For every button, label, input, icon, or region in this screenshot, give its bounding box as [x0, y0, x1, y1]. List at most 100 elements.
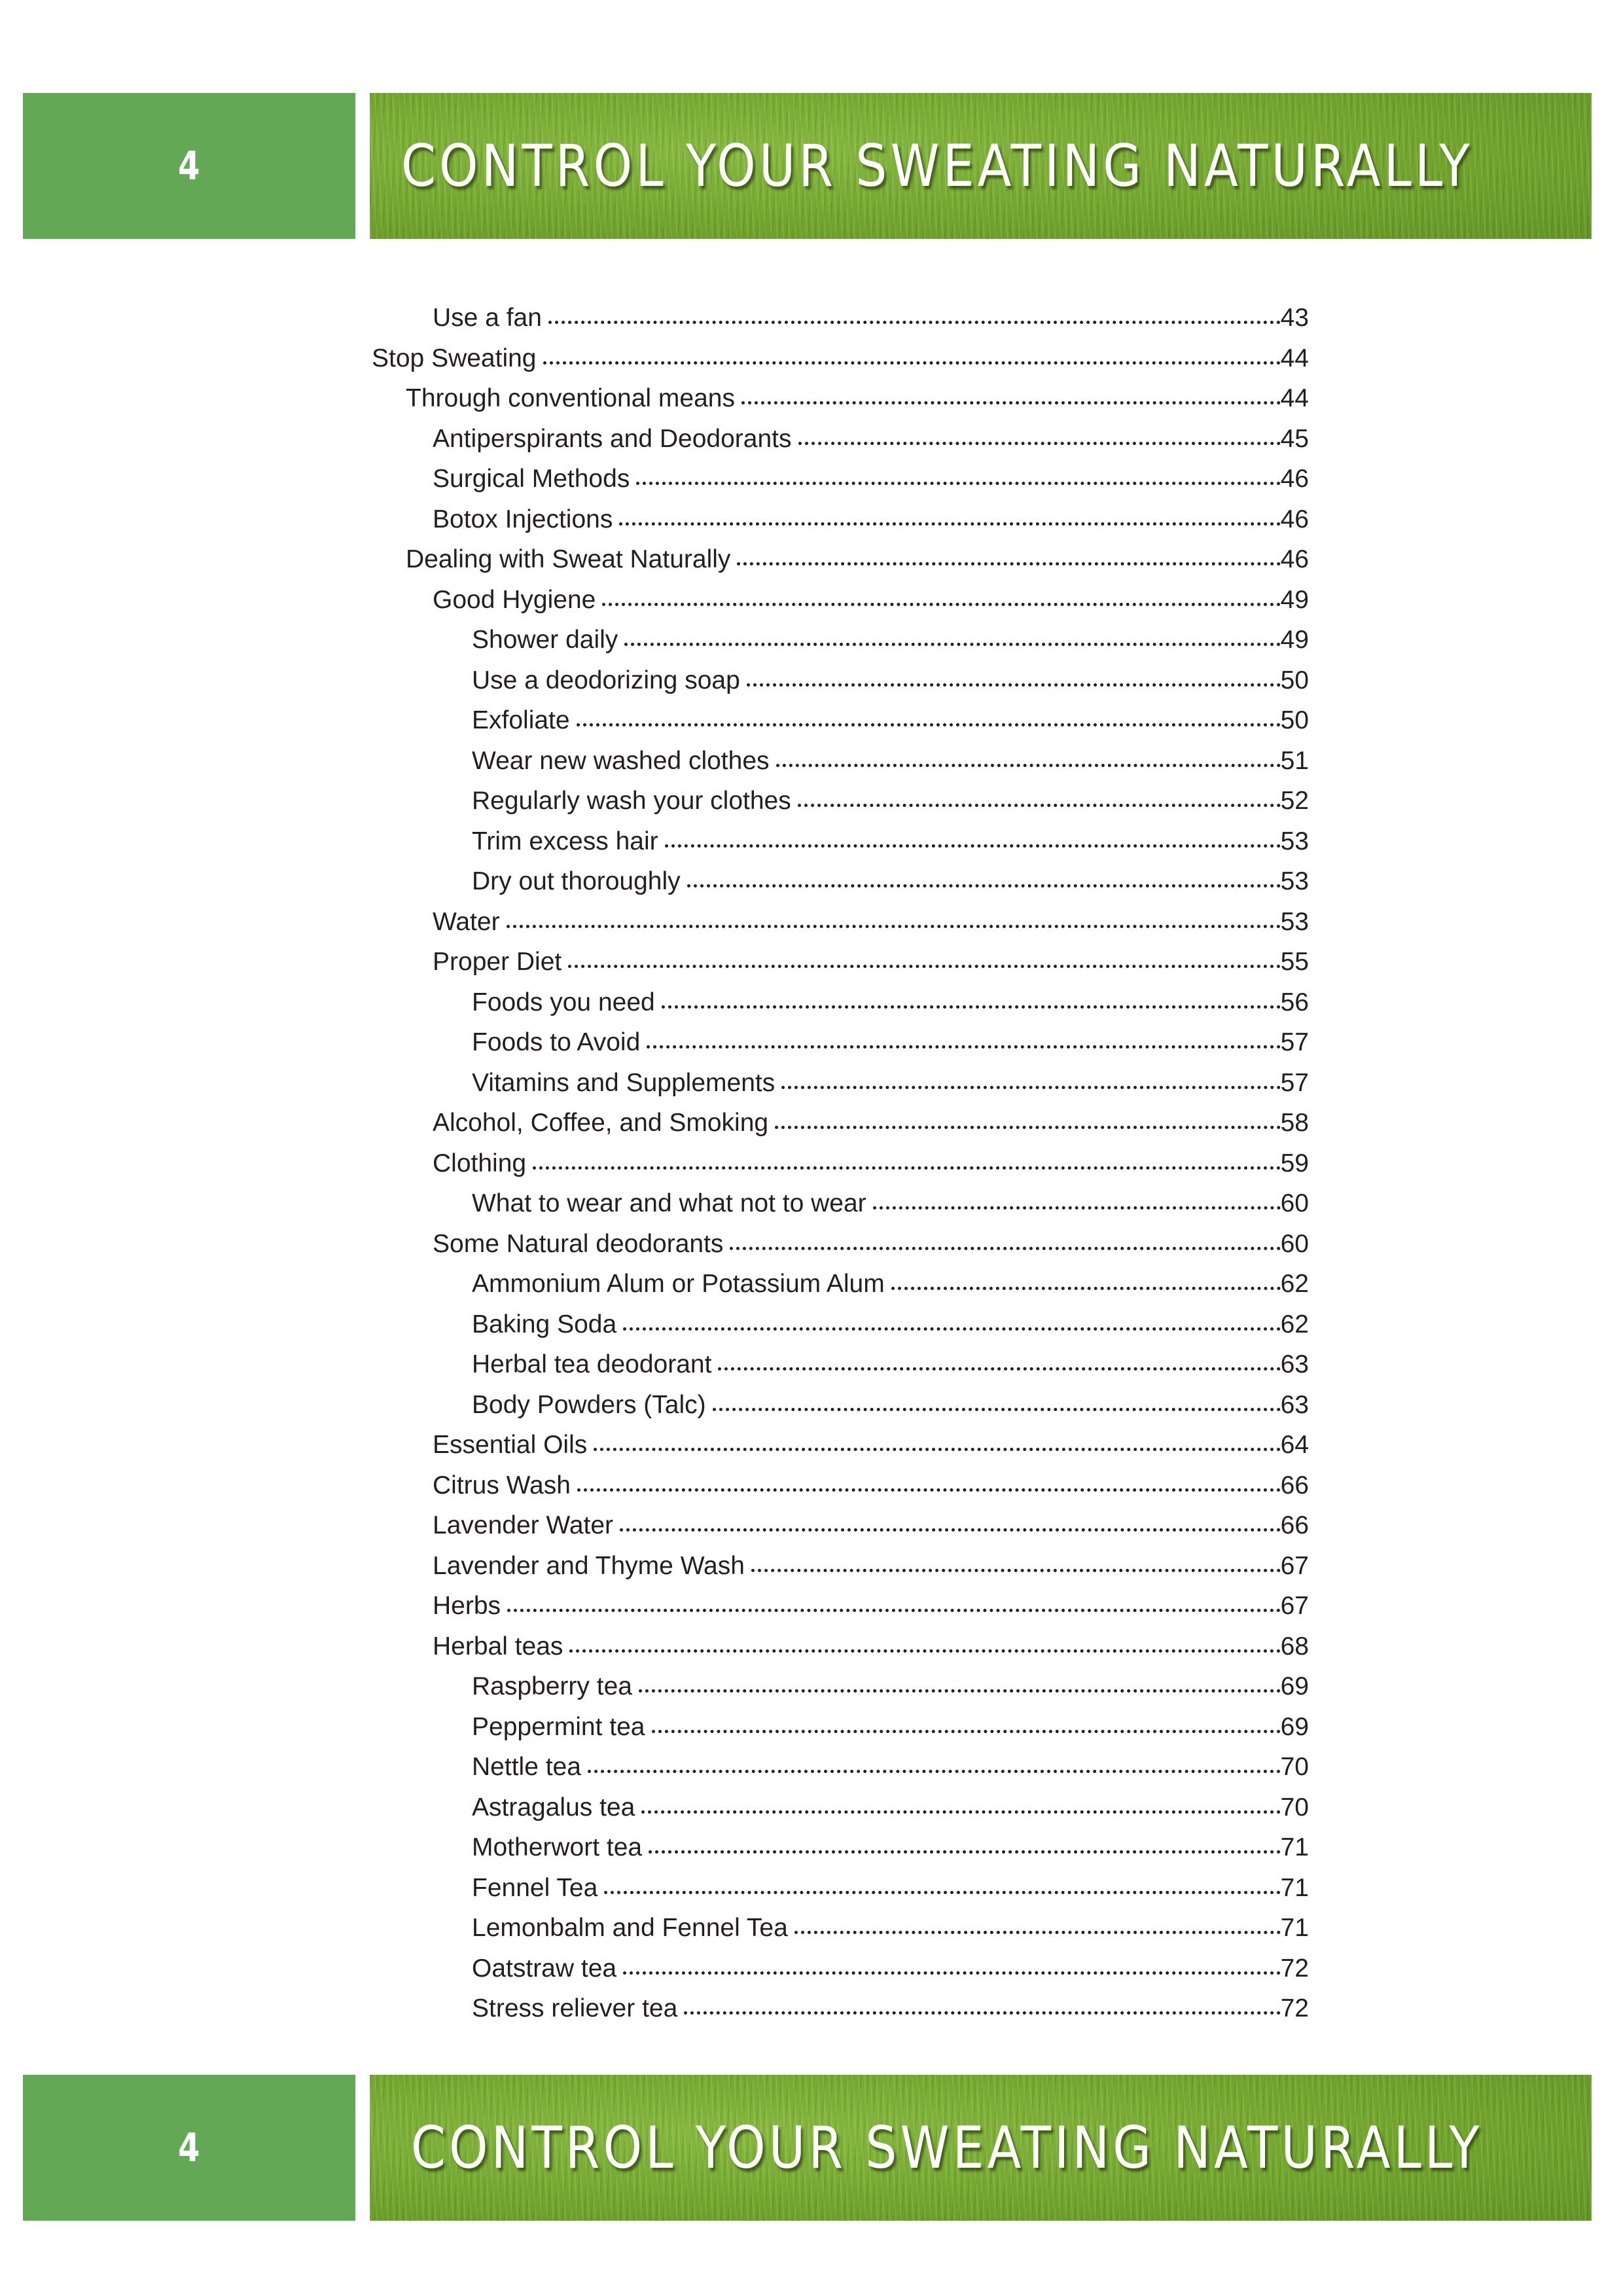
toc-entry-page: 68: [1280, 1632, 1309, 1660]
toc-entry-label: Through conventional means: [406, 384, 735, 412]
dot-leader: [661, 1005, 1281, 1009]
toc-entry[interactable]: Raspberry tea 69: [472, 1672, 1309, 1713]
toc-entry[interactable]: Through conventional means 44: [406, 384, 1309, 425]
toc-entry-page: 70: [1280, 1753, 1309, 1781]
toc-entry-label: Antiperspirants and Deodorants: [433, 424, 792, 453]
toc-entry-label: Foods to Avoid: [472, 1028, 641, 1056]
toc-entry-page: 45: [1280, 424, 1309, 453]
title-banner: CONTROL YOUR SWEATING NATURALLY: [370, 2075, 1592, 2221]
toc-entry-label: Proper Diet: [433, 948, 562, 976]
toc-entry-label: Exfoliate: [472, 706, 570, 734]
toc-entry[interactable]: Clothing 59: [433, 1149, 1309, 1190]
toc-entry-label: Stop Sweating: [372, 344, 537, 372]
toc-entry-label: Alcohol, Coffee, and Smoking: [433, 1109, 769, 1137]
dot-leader: [776, 763, 1281, 767]
toc-entry[interactable]: Regularly wash your clothes 52: [472, 787, 1309, 827]
dot-leader: [687, 884, 1281, 888]
dot-leader: [746, 683, 1281, 687]
toc-entry-label: Body Powders (Talc): [472, 1390, 706, 1419]
dot-leader: [623, 1971, 1281, 1975]
toc-entry[interactable]: Proper Diet 55: [433, 948, 1309, 988]
toc-entry[interactable]: Essential Oils 64: [433, 1431, 1309, 1471]
dot-leader: [506, 924, 1281, 928]
toc-entry-label: Peppermint tea: [472, 1712, 645, 1741]
toc-entry-label: Astragalus tea: [472, 1793, 635, 1821]
toc-entry[interactable]: Dealing with Sweat Naturally 46: [406, 545, 1309, 586]
toc-entry[interactable]: Fennel Tea 71: [472, 1874, 1309, 1914]
toc-entry[interactable]: Herbal tea deodorant 63: [472, 1350, 1309, 1391]
toc-entry[interactable]: Antiperspirants and Deodorants 45: [433, 425, 1309, 465]
toc-entry[interactable]: Motherwort tea 71: [472, 1833, 1309, 1874]
dot-leader: [619, 522, 1281, 526]
toc-entry[interactable]: Some Natural deodorants 60: [433, 1230, 1309, 1270]
toc-entry-label: Dry out thoroughly: [472, 867, 681, 895]
dot-leader: [577, 1488, 1281, 1492]
dot-leader: [569, 1649, 1281, 1653]
toc-entry[interactable]: Trim excess hair 53: [472, 827, 1309, 868]
toc-entry-label: Trim excess hair: [472, 827, 658, 855]
toc-entry-label: Lemonbalm and Fennel Tea: [472, 1914, 788, 1942]
toc-entry-page: 66: [1280, 1511, 1309, 1539]
dot-leader: [781, 1085, 1281, 1089]
toc-entry-page: 51: [1280, 746, 1309, 775]
toc-entry[interactable]: Nettle tea 70: [472, 1753, 1309, 1793]
dot-leader: [751, 1568, 1281, 1572]
toc-entry[interactable]: Lavender Water 66: [433, 1511, 1309, 1552]
toc-entry-page: 60: [1280, 1229, 1309, 1258]
toc-entry[interactable]: Lavender and Thyme Wash 67: [433, 1552, 1309, 1592]
dot-leader: [636, 482, 1281, 485]
toc-entry[interactable]: Wear new washed clothes 51: [472, 747, 1309, 787]
toc-entry-label: Nettle tea: [472, 1753, 581, 1781]
toc-entry-page: 59: [1280, 1149, 1309, 1177]
toc-entry-page: 71: [1280, 1833, 1309, 1861]
footer-banner: 4 CONTROL YOUR SWEATING NATURALLY: [0, 2075, 1623, 2221]
toc-entry-page: 67: [1280, 1592, 1309, 1620]
toc-entry[interactable]: Water 53: [433, 908, 1309, 948]
toc-entry[interactable]: Good Hygiene 49: [433, 586, 1309, 626]
dot-leader: [741, 401, 1281, 404]
toc-entry[interactable]: Surgical Methods 46: [433, 465, 1309, 505]
dot-leader: [594, 1448, 1281, 1451]
toc-entry-page: 64: [1280, 1431, 1309, 1459]
toc-entry[interactable]: Stress reliever tea 72: [472, 1994, 1309, 2035]
toc-entry-page: 46: [1280, 465, 1309, 493]
toc-entry[interactable]: Dry out thoroughly 53: [472, 867, 1309, 908]
page-number: 4: [178, 2125, 200, 2171]
toc-entry-label: Herbal tea deodorant: [472, 1350, 712, 1378]
dot-leader: [647, 1045, 1281, 1049]
toc-entry-label: Lavender Water: [433, 1511, 614, 1539]
toc-entry[interactable]: Alcohol, Coffee, and Smoking 58: [433, 1109, 1309, 1149]
toc-entry-page: 70: [1280, 1793, 1309, 1821]
toc-entry[interactable]: Exfoliate 50: [472, 706, 1309, 747]
toc-entry[interactable]: Use a fan 43: [433, 304, 1309, 344]
toc-entry-page: 53: [1280, 827, 1309, 855]
dot-leader: [568, 965, 1281, 968]
toc-entry-page: 44: [1280, 344, 1309, 372]
toc-entry-page: 49: [1280, 626, 1309, 654]
toc-entry[interactable]: Foods you need 56: [472, 988, 1309, 1029]
toc-entry[interactable]: Citrus Wash 66: [433, 1471, 1309, 1512]
toc-entry[interactable]: Stop Sweating 44: [372, 344, 1309, 385]
toc-entry[interactable]: What to wear and what not to wear 60: [472, 1189, 1309, 1230]
dot-leader: [533, 1166, 1281, 1170]
page-number-box: 4: [23, 93, 355, 239]
toc-entry[interactable]: Vitamins and Supplements 57: [472, 1069, 1309, 1109]
toc-entry[interactable]: Herbal teas 68: [433, 1632, 1309, 1673]
page-number: 4: [178, 143, 200, 189]
toc-entry-label: Vitamins and Supplements: [472, 1068, 776, 1097]
toc-entry[interactable]: Oatstraw tea 72: [472, 1954, 1309, 1995]
toc-entry-label: Surgical Methods: [433, 465, 630, 493]
toc-entry[interactable]: Shower daily 49: [472, 626, 1309, 666]
toc-entry[interactable]: Ammonium Alum or Potassium Alum 62: [472, 1270, 1309, 1310]
toc-entry[interactable]: Foods to Avoid 57: [472, 1028, 1309, 1069]
toc-entry[interactable]: Use a deodorizing soap 50: [472, 666, 1309, 707]
toc-entry[interactable]: Baking Soda 62: [472, 1310, 1309, 1351]
toc-entry[interactable]: Lemonbalm and Fennel Tea 71: [472, 1914, 1309, 1954]
toc-entry-page: 53: [1280, 907, 1309, 936]
toc-entry[interactable]: Botox Injections 46: [433, 505, 1309, 546]
toc-entry[interactable]: Herbs 67: [433, 1592, 1309, 1632]
toc-entry[interactable]: Peppermint tea 69: [472, 1713, 1309, 1753]
toc-entry-page: 63: [1280, 1390, 1309, 1419]
toc-entry[interactable]: Astragalus tea 70: [472, 1793, 1309, 1834]
toc-entry[interactable]: Body Powders (Talc) 63: [472, 1391, 1309, 1431]
